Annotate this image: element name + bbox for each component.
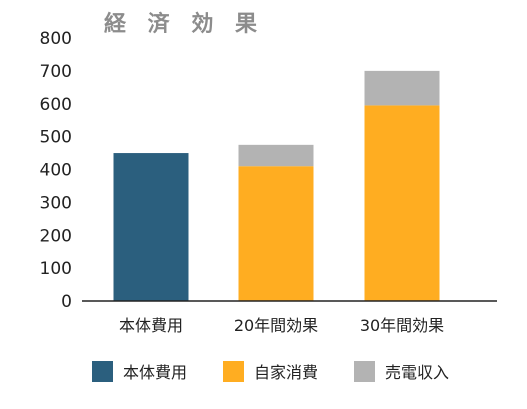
y-tick-label: 800: [40, 29, 72, 49]
y-tick-label: 400: [40, 161, 72, 181]
bar-main-unit: [113, 153, 189, 301]
legend-item-main-unit: 本体費用: [92, 359, 187, 383]
y-tick-label: 700: [40, 62, 72, 82]
legend-label-power-sales: 売電収入: [385, 363, 450, 382]
y-tick-label: 0: [61, 292, 72, 312]
legend-label-self-consumption: 自家消費: [254, 363, 319, 382]
legend: 本体費用 自家消費 売電収入: [92, 359, 485, 383]
x-tick-label: 本体費用: [119, 316, 183, 335]
bar-self-consumption: [364, 105, 440, 301]
legend-label-main-unit: 本体費用: [123, 363, 188, 382]
bar-power-sales: [238, 144, 314, 167]
legend-swatch-power-sales: [354, 360, 376, 382]
bar-power-sales: [364, 70, 440, 106]
y-tick-label: 500: [40, 128, 72, 148]
bar-self-consumption: [238, 166, 314, 301]
y-tick-label: 100: [40, 259, 72, 279]
y-tick-label: 300: [40, 193, 72, 213]
legend-item-self-consumption: 自家消費: [223, 359, 318, 383]
x-tick-label: 30年間効果: [360, 316, 444, 335]
legend-swatch-main-unit: [92, 360, 113, 382]
y-tick-label: 200: [40, 226, 72, 246]
legend-item-power-sales: 売電収入: [354, 359, 449, 383]
y-tick-label: 600: [40, 95, 72, 115]
x-tick-label: 20年間効果: [234, 316, 318, 335]
chart-title: 経 済 効 果: [104, 12, 264, 37]
legend-swatch-self-consumption: [223, 360, 245, 382]
